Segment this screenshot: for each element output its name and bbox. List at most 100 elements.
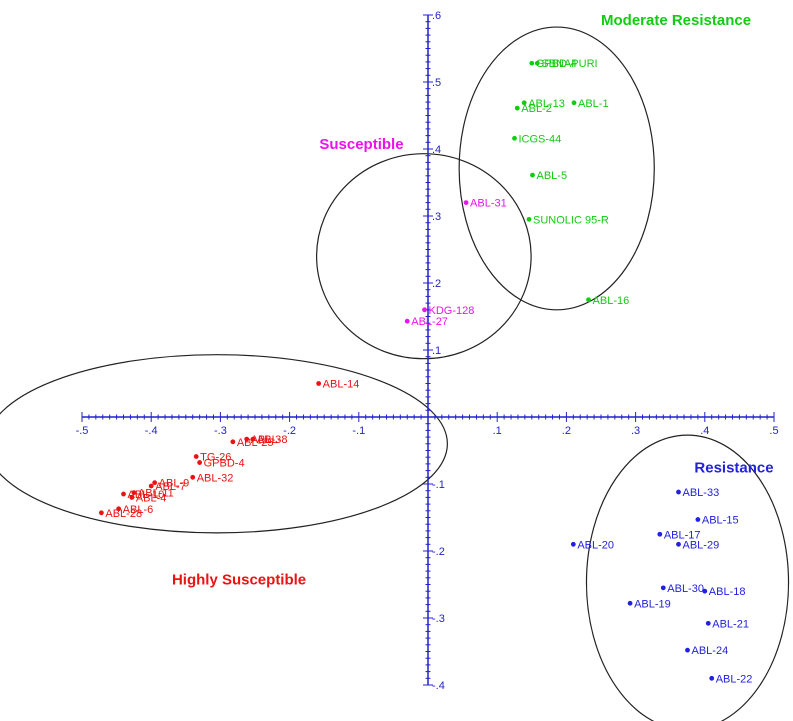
point-label: ABL-28	[105, 508, 142, 520]
point-label: ABL-24	[692, 645, 729, 657]
point-marker	[521, 100, 527, 106]
point-marker	[571, 100, 577, 106]
point-label: ABL-15	[702, 515, 739, 527]
point-label: ICGS-44	[519, 133, 562, 145]
point-label: ABL-20	[577, 539, 614, 551]
point-label: ABL-9	[159, 478, 190, 490]
point-label: ABL-19	[634, 598, 671, 610]
y-tick-label: -.2	[432, 546, 445, 558]
point-label: ABL-29	[683, 539, 720, 551]
point-label: SUNOLIC 95-R	[533, 214, 609, 226]
x-tick-label: .2	[562, 425, 571, 437]
axes: -.5 -.4 -.3 -.2 -.1 .1 .2 .3 .4 .5 .6 .5 .4 .3 .2 .1 -.1…	[76, 10, 779, 692]
point-marker	[530, 172, 535, 178]
point-label: SBNAPURI	[541, 58, 597, 70]
group-label-moderate-resistance: Moderate Resistance	[601, 12, 751, 29]
point-marker	[676, 489, 681, 495]
point-marker	[570, 541, 576, 547]
point-label: ABL-2	[521, 103, 552, 115]
point-marker	[152, 480, 158, 486]
x-tick-label: .3	[631, 425, 640, 437]
point-marker	[197, 460, 203, 465]
y-tick-label: .3	[432, 211, 441, 223]
group-label-highly-susceptible: Highly Susceptible	[172, 572, 306, 589]
x-tick-label: -.2	[283, 425, 296, 437]
point-marker	[422, 307, 427, 313]
point-marker	[230, 439, 236, 445]
y-tick-label: .5	[432, 77, 441, 89]
y-tick-label: .4	[432, 144, 441, 156]
point-label: TG-26	[200, 452, 231, 464]
point-label: ABL-8	[257, 434, 288, 446]
point-marker	[116, 506, 122, 512]
group-labels: Moderate Resistance Susceptible Highly Sus…	[172, 12, 774, 588]
point-label: ABL-16	[593, 295, 630, 307]
point-label: ABL-18	[709, 586, 746, 598]
point-marker	[695, 517, 701, 522]
point-label: ABL-17	[664, 529, 701, 541]
y-tick-label: -.4	[432, 680, 445, 692]
point-marker	[250, 436, 256, 442]
point-marker	[193, 454, 199, 459]
ellipse-moderate-resistance	[458, 26, 655, 311]
point-marker	[709, 675, 715, 681]
x-tick-label: -.1	[352, 425, 365, 437]
y-tick-label: .2	[432, 278, 441, 290]
point-marker	[98, 510, 104, 516]
point-marker	[657, 531, 663, 537]
point-marker	[660, 585, 666, 591]
point-label: ABL-6	[123, 504, 154, 516]
point-label: ABL-30	[667, 583, 704, 595]
point-marker	[534, 60, 540, 66]
point-label: ABL-10	[128, 489, 165, 501]
y-tick-label: .6	[432, 10, 441, 22]
point-label: ABL-27	[411, 316, 448, 328]
point-marker	[702, 588, 708, 594]
y-tick-label: -.1	[432, 479, 445, 491]
point-label: ABL-7	[155, 481, 186, 493]
point-label: KDG-128	[429, 305, 475, 317]
point-marker	[529, 60, 535, 66]
point-marker	[148, 483, 154, 489]
ellipse-resistance	[585, 434, 790, 721]
x-tick-label: .4	[700, 425, 709, 437]
point-label: ABL-11	[138, 488, 174, 500]
group-label-susceptible: Susceptible	[319, 136, 403, 153]
point-label: ABL-25	[237, 437, 274, 449]
point-marker	[131, 490, 137, 496]
group-label-resistance: Resistance	[694, 460, 773, 477]
point-marker	[244, 436, 250, 442]
point-label: ABL-33	[683, 487, 720, 499]
point-label: ABL-3	[251, 434, 282, 446]
x-tick-label: -.5	[76, 425, 89, 437]
point-marker	[586, 297, 591, 303]
x-tick-label: -.4	[145, 425, 158, 437]
point-marker	[685, 647, 690, 653]
point-label: ABL-5	[536, 170, 567, 182]
point-label: ABL-13	[528, 98, 565, 110]
x-tick-label: -.3	[214, 425, 227, 437]
point-label: GPBD-4	[536, 58, 577, 70]
ellipse-susceptible	[315, 153, 532, 360]
point-label: GPBD-4	[204, 458, 245, 470]
x-tick-label: .5	[769, 425, 778, 437]
point-marker	[676, 541, 681, 547]
point-marker	[526, 216, 532, 222]
point-label: ABL-1	[578, 98, 609, 110]
point-label: ABL-14	[323, 379, 360, 391]
point-marker	[190, 474, 196, 480]
x-tick-label: .1	[493, 425, 502, 437]
point-marker	[316, 381, 322, 386]
point-marker	[705, 620, 711, 626]
point-label: ABL-31	[470, 198, 507, 210]
point-label: ABL-32	[197, 472, 234, 484]
point-label: ABL-21	[712, 618, 749, 630]
y-tick-label: -.3	[432, 613, 445, 625]
group-ellipses	[0, 26, 790, 721]
point-marker	[463, 200, 469, 206]
point-label: ABL-22	[716, 673, 753, 685]
point-marker	[129, 495, 135, 500]
point-marker	[512, 135, 517, 141]
